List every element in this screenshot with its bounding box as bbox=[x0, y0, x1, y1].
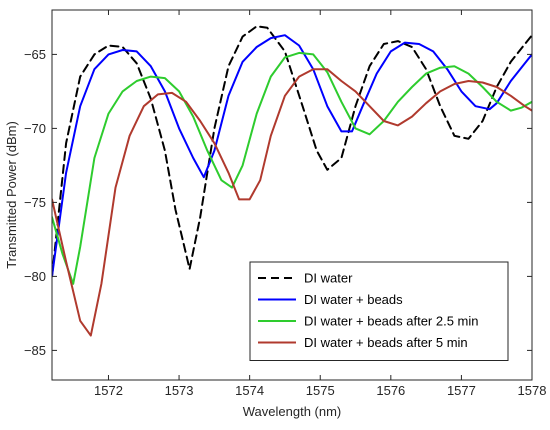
series-line-2 bbox=[52, 34, 532, 278]
legend: DI water DI water + beads DI water + beads… bbox=[249, 261, 509, 361]
y-tick-label: −75 bbox=[24, 195, 46, 210]
legend-box bbox=[249, 261, 509, 361]
x-axis-label: Wavelength (nm) bbox=[243, 404, 342, 419]
y-tick-label: −70 bbox=[24, 121, 46, 136]
legend-label: DI water bbox=[304, 271, 353, 286]
legend-label: DI water + beads after 5 min bbox=[304, 335, 468, 350]
y-tick-label: −80 bbox=[24, 269, 46, 284]
series-line-1 bbox=[52, 25, 532, 278]
x-tick-label: 1574 bbox=[235, 383, 264, 398]
x-tick-label: 1572 bbox=[94, 383, 123, 398]
x-tick-label: 1577 bbox=[447, 383, 476, 398]
x-tick-label: 1576 bbox=[376, 383, 405, 398]
plot-area-frame bbox=[51, 9, 533, 381]
y-tick-label: −65 bbox=[24, 47, 46, 62]
series-line-3 bbox=[52, 51, 532, 285]
x-tick-label: 1573 bbox=[165, 383, 194, 398]
series-line-4 bbox=[52, 68, 532, 337]
y-axis-label: Transmitted Power (dBm) bbox=[4, 121, 19, 269]
series-layer bbox=[52, 25, 532, 337]
axis-ticks: 1572 1573 1574 1575 1576 1577 1578 −85 −80 −75 −70… bbox=[24, 10, 547, 398]
y-tick-label: −85 bbox=[24, 343, 46, 358]
x-tick-label: 1578 bbox=[518, 383, 547, 398]
x-tick-label: 1575 bbox=[306, 383, 335, 398]
legend-label: DI water + beads after 2.5 min bbox=[304, 314, 479, 329]
legend-label: DI water + beads bbox=[304, 292, 403, 307]
